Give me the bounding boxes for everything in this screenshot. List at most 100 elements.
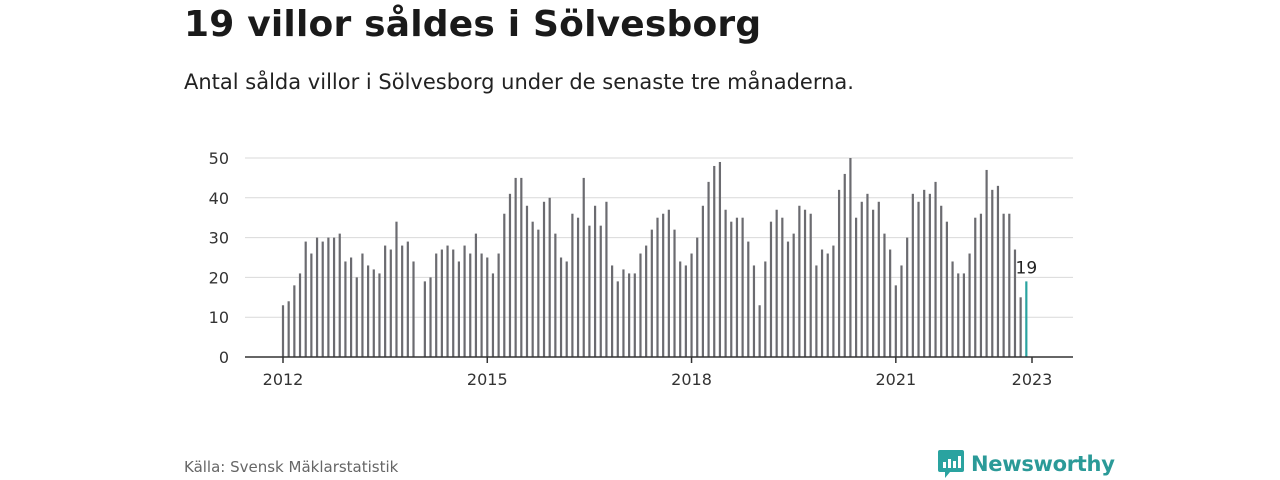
bar xyxy=(701,205,704,357)
x-tick-label: 2012 xyxy=(263,370,304,389)
bar xyxy=(542,201,546,357)
bar xyxy=(548,197,551,357)
y-tick-label: 30 xyxy=(209,229,229,248)
bar xyxy=(593,205,597,357)
bar xyxy=(287,301,290,357)
bar xyxy=(554,233,557,357)
bar xyxy=(713,165,716,357)
bar xyxy=(747,241,750,357)
highlight-value-label: 19 xyxy=(1016,258,1038,278)
bar xyxy=(860,201,863,357)
bar xyxy=(894,285,897,357)
bar xyxy=(900,265,903,357)
newsworthy-logo: Newsworthy xyxy=(938,450,1115,478)
bar xyxy=(514,177,517,357)
bar xyxy=(298,273,302,357)
bar xyxy=(576,217,580,357)
bar xyxy=(752,265,756,357)
bar xyxy=(758,305,761,357)
bar xyxy=(662,213,665,357)
bar xyxy=(406,241,409,357)
bar xyxy=(491,273,495,357)
bar xyxy=(611,265,614,357)
bar xyxy=(696,237,699,357)
bar xyxy=(815,265,818,357)
bar xyxy=(684,265,687,357)
bar xyxy=(957,273,960,357)
bar xyxy=(792,233,795,357)
y-tick-label: 10 xyxy=(209,308,229,327)
bar xyxy=(650,229,653,357)
brand-name: Newsworthy xyxy=(971,452,1115,476)
bar xyxy=(786,241,790,357)
bar xyxy=(281,305,285,357)
bar xyxy=(503,213,506,357)
bar xyxy=(656,217,659,357)
bar xyxy=(769,221,773,357)
chart-subtitle: Antal sålda villor i Sölvesborg under de… xyxy=(184,70,854,94)
bar xyxy=(968,253,971,357)
bar xyxy=(315,237,319,357)
bar xyxy=(928,193,931,357)
x-tick-label: 2015 xyxy=(467,370,508,389)
bar xyxy=(474,233,478,357)
bar xyxy=(361,253,364,357)
bar xyxy=(457,261,460,357)
bar xyxy=(310,253,313,357)
bar xyxy=(1019,297,1022,357)
bar xyxy=(389,249,392,357)
bar xyxy=(735,217,739,357)
bar xyxy=(996,185,1000,357)
bar xyxy=(559,257,563,357)
bar xyxy=(1008,213,1011,357)
bar xyxy=(1002,213,1005,357)
bar xyxy=(775,209,778,357)
highlight-bar xyxy=(1025,281,1028,357)
bar xyxy=(395,221,398,357)
bar xyxy=(344,261,347,357)
bar xyxy=(463,245,466,357)
bar-chart: 0 10 20 30 40 50 2012 2015 2018 2021 2023 19 xyxy=(209,149,1073,389)
bar xyxy=(582,177,585,357)
x-tick-label: 2021 xyxy=(875,370,916,389)
bar xyxy=(923,189,926,357)
bar xyxy=(724,209,727,357)
bar xyxy=(991,189,994,357)
bar xyxy=(906,237,909,357)
bar xyxy=(911,193,914,357)
bar xyxy=(480,253,483,357)
bar xyxy=(401,245,404,357)
bar xyxy=(855,217,858,357)
bar xyxy=(979,213,983,357)
bar xyxy=(599,225,602,357)
bar xyxy=(486,257,489,357)
x-tick-label: 2018 xyxy=(671,370,712,389)
bar xyxy=(452,249,455,357)
bar xyxy=(520,177,523,357)
bar xyxy=(843,173,846,357)
bar xyxy=(951,261,954,357)
bar xyxy=(633,273,636,357)
bar xyxy=(820,249,824,357)
bar xyxy=(866,193,869,357)
bar xyxy=(934,181,937,357)
bar xyxy=(355,277,358,357)
bar xyxy=(384,245,387,357)
bar xyxy=(588,225,591,357)
bar xyxy=(525,205,529,357)
bar xyxy=(332,237,336,357)
bar xyxy=(730,221,733,357)
bar xyxy=(940,205,943,357)
source-note: Källa: Svensk Mäklarstatistik xyxy=(184,458,399,476)
bar xyxy=(565,261,568,357)
bar xyxy=(378,273,381,357)
bar xyxy=(877,201,880,357)
bar xyxy=(537,229,540,357)
bar xyxy=(628,273,631,357)
bar xyxy=(764,261,767,357)
bar xyxy=(304,241,307,357)
bar xyxy=(985,169,988,357)
bar xyxy=(1013,249,1017,357)
bar xyxy=(679,261,682,357)
bar xyxy=(945,221,948,357)
